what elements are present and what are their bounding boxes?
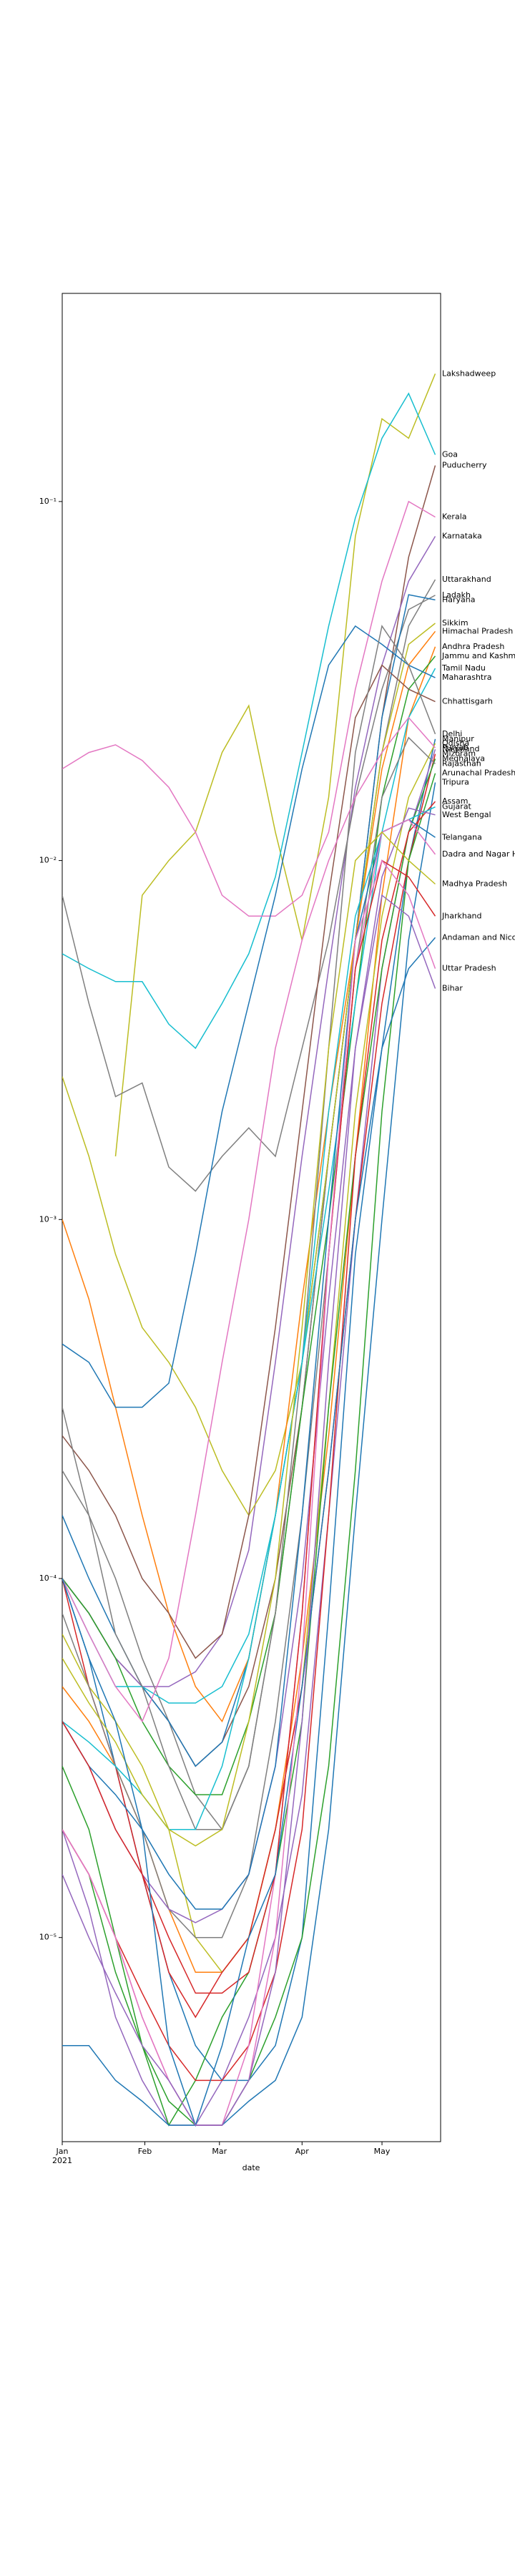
series-line (62, 806, 436, 1830)
x-axis-label: date (242, 2163, 260, 2172)
series-label: Sikkim (442, 618, 469, 628)
series-line (62, 595, 436, 1192)
x-tick-label: Apr (295, 2147, 309, 2156)
series-line (62, 859, 436, 1994)
series-label: Bihar (442, 983, 463, 992)
series-label: Rajasthan (442, 758, 481, 768)
series-line (62, 716, 436, 1723)
series-line (62, 655, 436, 1795)
series-line (62, 773, 436, 2126)
plot-frame (62, 293, 441, 2142)
series-label: Himachal Pradesh (442, 626, 513, 635)
series-label: Puducherry (442, 461, 487, 470)
series-label: Chhattisgarh (442, 697, 493, 706)
series-label: Goa (442, 449, 458, 459)
series-line (62, 807, 436, 1923)
series-label: Madhya Pradesh (442, 879, 507, 888)
series-label: Meghalaya (442, 753, 485, 763)
series-line (62, 894, 436, 2126)
series-label: Gujarat (442, 802, 472, 811)
series-label: Andaman and Nicobar Islands (442, 932, 515, 942)
series-label: Kerala (442, 512, 467, 522)
y-tick-label: 10⁻¹ (39, 497, 57, 506)
series-label: Andhra Pradesh (442, 642, 504, 651)
series-line (114, 374, 436, 1157)
x-tick-label: Jan 2021 (52, 2147, 72, 2165)
series-line (62, 392, 436, 1050)
series-label: Telangana (441, 832, 482, 841)
series-label: Nagaland (442, 744, 479, 753)
series-line (62, 782, 436, 2126)
series-line (62, 668, 436, 1704)
series-label: West Bengal (442, 810, 491, 819)
series-label: Haryana (442, 595, 476, 604)
series-label: Manipur (442, 734, 474, 743)
series-line (62, 500, 436, 917)
series-label: Tamil Nadu (441, 663, 486, 673)
series-line (62, 465, 436, 1767)
series-label: Arunachal Pradesh (442, 769, 515, 778)
series-line (62, 579, 436, 1831)
lines (62, 374, 436, 2127)
y-tick-label: 10⁻³ (39, 1214, 57, 1224)
x-tick-label: Mar (212, 2147, 227, 2156)
x-tick-label: Feb (137, 2147, 152, 2156)
series-label: Maharashtra (442, 673, 492, 682)
series-label: Dadra and Nagar Haveli (442, 849, 515, 859)
series-label: Lakshadweep (442, 369, 496, 378)
series-label: Punjab (442, 743, 469, 752)
series-label: Jharkhand (441, 911, 482, 920)
series-label: Delhi (442, 729, 462, 738)
series-label: Uttarakhand (442, 575, 491, 584)
series-label: Karnataka (442, 532, 482, 541)
x-tick-label: May (373, 2147, 391, 2156)
series-line (62, 819, 436, 1910)
series-line (62, 536, 436, 1687)
series-line (62, 625, 436, 1830)
series-label: Ladakh (442, 590, 471, 600)
series-label: Assam (442, 796, 468, 806)
y-tick-label: 10⁻⁵ (39, 1933, 57, 1942)
series-label: Uttar Pradesh (442, 964, 496, 973)
series-line (62, 743, 436, 1974)
series-label: Mizoram (442, 749, 476, 758)
series-line (62, 819, 436, 2126)
series-line (62, 630, 436, 1723)
series-line (62, 937, 436, 2127)
y-tick-label: 10⁻² (39, 856, 57, 865)
series-line (62, 753, 436, 2019)
series-line (62, 664, 436, 1659)
series-label: Tripura (441, 777, 469, 786)
series-line (62, 738, 436, 2082)
series-label: Odisha (442, 738, 469, 748)
series-line (62, 625, 436, 1408)
series-line (62, 831, 436, 1847)
series-label: Jammu and Kashmir (441, 651, 515, 660)
y-tick-label: 10⁻⁴ (39, 1574, 57, 1583)
series-line (62, 748, 436, 2126)
